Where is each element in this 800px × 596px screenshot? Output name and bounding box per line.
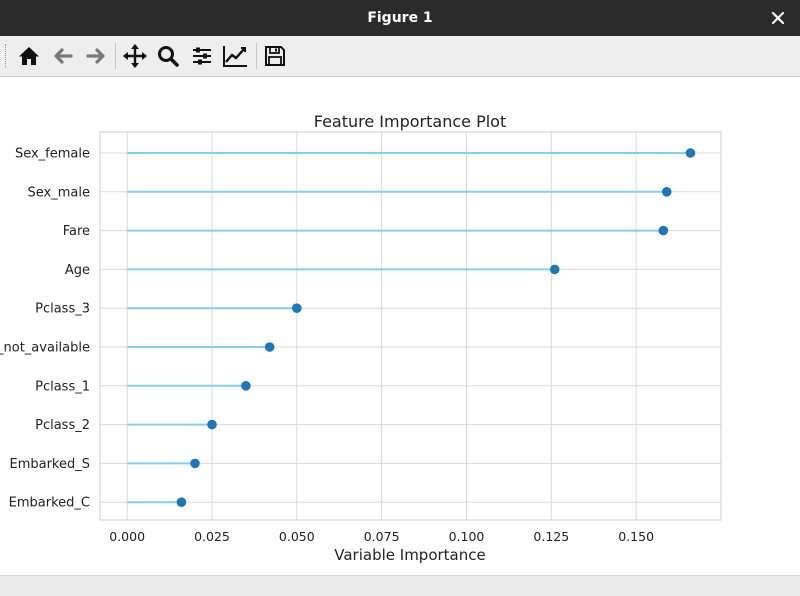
y-tick-label: Pclass_1 — [35, 379, 90, 394]
window-title: Figure 1 — [367, 10, 433, 26]
x-tick-label: 0.025 — [194, 529, 230, 544]
y-tick-label: Sex_male — [28, 185, 90, 200]
y-tick-label: Pclass_2 — [35, 418, 90, 433]
data-point — [241, 381, 251, 391]
zoom-icon — [158, 46, 179, 67]
toolbar-grip — [5, 44, 8, 68]
save-icon — [265, 46, 285, 66]
forward-button[interactable] — [81, 41, 111, 71]
close-icon[interactable] — [766, 6, 790, 30]
x-tick-label: 0.000 — [109, 529, 145, 544]
x-tick-label: 0.050 — [279, 529, 315, 544]
subplots-icon — [193, 47, 211, 65]
data-point — [658, 225, 669, 236]
x-tick-labels: 0.000 0.025 0.050 0.075 0.100 0.125 0.150 — [109, 529, 654, 544]
data-point — [549, 264, 560, 275]
save-button[interactable] — [260, 41, 290, 71]
y-tick-label: Pclass_3 — [35, 302, 90, 317]
x-tick-label: 0.100 — [449, 529, 485, 544]
home-button[interactable] — [14, 41, 44, 71]
axes-edit-icon — [223, 46, 247, 67]
y-tick-labels: Sex_female Sex_male Fare Age Pclass_3 Cabin_n… — [0, 147, 90, 511]
x-tick-label: 0.125 — [533, 529, 569, 544]
toolbar — [0, 36, 800, 77]
figure-canvas[interactable]: Feature Importance Plot Sex_female Sex_ma… — [0, 77, 800, 575]
data-point — [264, 342, 275, 352]
chart-title: Feature Importance Plot — [314, 112, 506, 131]
y-tick-label: Fare — [63, 224, 90, 239]
zoom-button[interactable] — [153, 41, 183, 71]
toolbar-separator — [115, 43, 116, 69]
forward-arrow-icon — [86, 48, 105, 64]
stems — [127, 152, 691, 504]
axes-edit-button[interactable] — [220, 41, 250, 71]
markers — [176, 148, 696, 508]
window-titlebar: Figure 1 — [0, 0, 800, 36]
y-tick-label: Embarked_S — [9, 457, 90, 472]
status-bar — [0, 575, 800, 596]
subplots-button[interactable] — [187, 41, 217, 71]
x-tick-label: 0.150 — [618, 529, 654, 544]
data-point — [190, 458, 200, 469]
x-tick-label: 0.075 — [364, 529, 400, 544]
y-tick-label: Sex_female — [15, 147, 90, 162]
data-point — [176, 497, 187, 508]
back-button[interactable] — [48, 41, 78, 71]
data-point — [207, 419, 217, 430]
data-point — [685, 148, 696, 158]
plot-area-frame — [99, 131, 722, 521]
data-point — [661, 187, 672, 197]
back-arrow-icon — [54, 48, 73, 64]
home-icon — [19, 47, 39, 65]
pan-button[interactable] — [120, 41, 150, 71]
y-tick-label: Embarked_C — [9, 496, 90, 511]
y-tick-label: Cabin_not_available — [0, 341, 90, 356]
x-axis-label: Variable Importance — [334, 546, 485, 564]
lollipop-chart: Feature Importance Plot Sex_female Sex_ma… — [0, 112, 722, 564]
data-point — [292, 303, 302, 313]
pan-icon — [123, 44, 147, 68]
y-tick-label: Age — [65, 263, 90, 278]
toolbar-separator — [256, 43, 257, 69]
